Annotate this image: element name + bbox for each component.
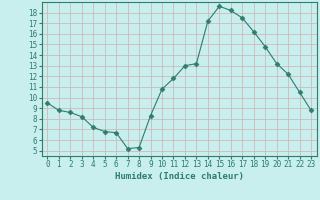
X-axis label: Humidex (Indice chaleur): Humidex (Indice chaleur) bbox=[115, 172, 244, 181]
